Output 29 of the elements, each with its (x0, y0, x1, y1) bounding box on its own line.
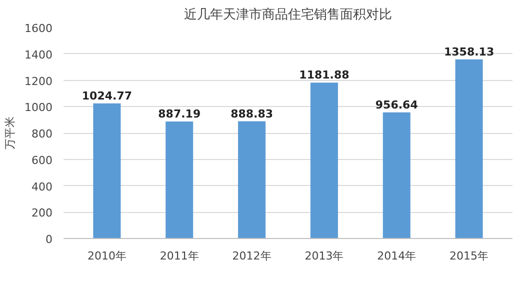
data-label: 956.64 (375, 98, 418, 112)
data-label: 888.83 (230, 107, 274, 120)
bar (310, 82, 338, 238)
y-tick-label: 400 (32, 180, 53, 194)
y-tick-label: 0 (46, 233, 52, 246)
bar (455, 59, 483, 238)
x-tick-label: 2010年 (87, 250, 126, 262)
bar (382, 112, 410, 238)
y-tick-label: 1200 (24, 74, 53, 88)
chart-title: 近几年天津市商品住宅销售面积对比 (184, 6, 392, 22)
data-label: 887.19 (158, 108, 201, 120)
bar (166, 122, 194, 238)
y-tick-label: 800 (32, 128, 53, 140)
y-tick-label: 1000 (24, 101, 53, 114)
y-axis-title: 万平米 (4, 116, 17, 150)
x-tick-label: 2011年 (160, 250, 199, 262)
y-tick-label: 1400 (24, 48, 53, 62)
y-tick-label: 200 (32, 206, 53, 220)
x-tick-label: 2015年 (450, 250, 489, 262)
x-tick-label: 2014年 (377, 250, 416, 262)
data-label: 1024.77 (82, 89, 132, 102)
y-tick-label: 600 (32, 154, 53, 167)
bar (238, 121, 266, 238)
bar (93, 103, 121, 238)
data-label: 1181.88 (299, 68, 350, 82)
y-tick-label: 1600 (24, 22, 53, 35)
x-tick-label: 2012年 (232, 250, 272, 262)
data-label: 1358.13 (444, 45, 494, 58)
x-tick-label: 2013年 (304, 250, 344, 262)
